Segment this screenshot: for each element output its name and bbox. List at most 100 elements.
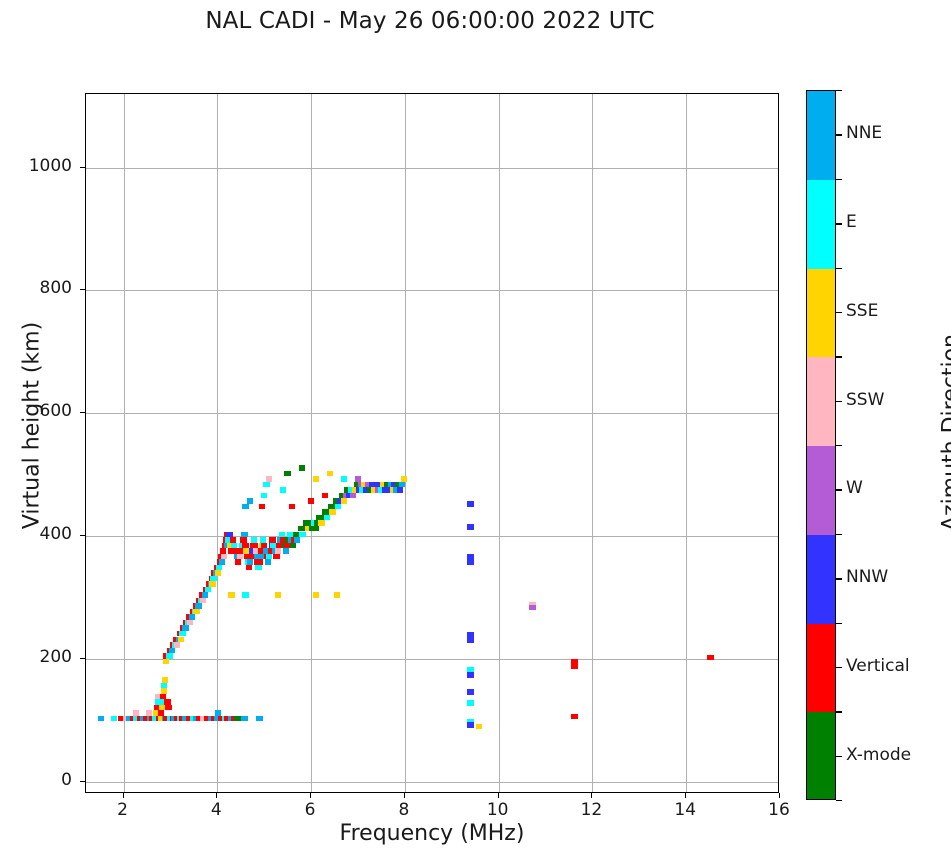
data-point (247, 553, 255, 560)
data-point (306, 520, 314, 526)
y-tick-label: 800 (39, 278, 72, 299)
data-point (329, 509, 336, 515)
data-point (333, 592, 341, 598)
data-point (215, 570, 222, 576)
data-point (242, 542, 249, 549)
data-point (224, 715, 231, 722)
data-point (307, 498, 315, 504)
y-tick (80, 289, 85, 291)
data-point (246, 564, 253, 571)
data-point (348, 487, 355, 493)
data-point (169, 647, 176, 654)
data-point (188, 614, 196, 620)
data-point (193, 608, 200, 615)
data-point (383, 481, 391, 488)
data-point (216, 564, 223, 571)
data-point (160, 688, 167, 694)
colorbar-segment-nne (807, 91, 835, 180)
data-point (312, 592, 319, 598)
data-point (305, 525, 312, 532)
data-point (327, 503, 334, 510)
y-axis-label: Virtual height (km) (19, 321, 45, 530)
data-point (312, 525, 319, 532)
data-point (253, 553, 260, 560)
data-point (282, 548, 289, 554)
data-point (276, 542, 283, 549)
data-point (153, 710, 160, 716)
data-point (273, 553, 280, 560)
data-point (312, 476, 319, 482)
data-point (251, 542, 258, 549)
gridline-vertical (123, 94, 125, 792)
data-point (260, 537, 267, 543)
data-point (207, 715, 214, 722)
data-point (125, 715, 133, 722)
colorbar-boundary-tick (836, 533, 842, 536)
data-point (467, 554, 474, 560)
x-tick-label: 2 (117, 800, 128, 820)
data-point (159, 699, 167, 705)
data-point (203, 715, 211, 722)
data-point (357, 481, 364, 488)
data-point (248, 548, 256, 554)
colorbar-segment-nnw (807, 534, 835, 624)
colorbar-label: Azimuth Direction (938, 333, 951, 532)
data-point (261, 492, 268, 499)
colorbar-label-vertical: Vertical (846, 655, 910, 676)
colorbar-boundary-tick (836, 267, 842, 269)
data-point (571, 658, 578, 665)
data-point (256, 715, 263, 722)
data-point (314, 520, 321, 526)
data-point (231, 542, 238, 549)
data-point (241, 531, 248, 538)
data-point (310, 520, 318, 526)
data-point (321, 492, 329, 499)
data-point (136, 715, 144, 722)
data-point (255, 564, 262, 571)
data-point (165, 704, 172, 711)
data-point (336, 498, 344, 504)
data-point (162, 658, 169, 665)
x-tick (497, 793, 499, 798)
data-point (368, 481, 376, 488)
data-point (284, 470, 291, 477)
gridline-horizontal (86, 658, 778, 660)
gridline-horizontal (86, 413, 778, 415)
data-point (155, 693, 162, 700)
data-point (467, 722, 474, 728)
data-point (214, 715, 221, 722)
plot-area (85, 93, 779, 793)
x-tick-label: 14 (674, 800, 697, 820)
data-point (220, 553, 228, 560)
data-point (228, 548, 235, 554)
colorbar-segment-vertical (807, 623, 835, 713)
data-point (320, 514, 327, 521)
data-point (142, 715, 150, 722)
data-point (323, 514, 331, 521)
data-point (228, 592, 235, 598)
data-point (279, 537, 287, 543)
data-point (529, 604, 536, 611)
data-point (707, 654, 714, 661)
data-point (218, 559, 226, 565)
data-point (182, 625, 189, 631)
gridline-vertical (686, 94, 688, 792)
data-point (284, 542, 291, 549)
data-point (376, 481, 383, 488)
colorbar-segment-w (807, 446, 835, 535)
data-point (196, 715, 203, 722)
data-point (326, 470, 333, 477)
data-point (232, 548, 240, 554)
colorbar-label-w: W (846, 478, 863, 499)
data-point (467, 689, 474, 695)
data-point (340, 498, 348, 504)
data-point (340, 476, 348, 482)
data-point (200, 715, 207, 722)
data-point (335, 503, 342, 510)
gridline-vertical (592, 94, 594, 792)
data-point (475, 723, 483, 730)
data-point (186, 619, 194, 626)
data-point (264, 559, 272, 565)
data-point (303, 520, 310, 526)
